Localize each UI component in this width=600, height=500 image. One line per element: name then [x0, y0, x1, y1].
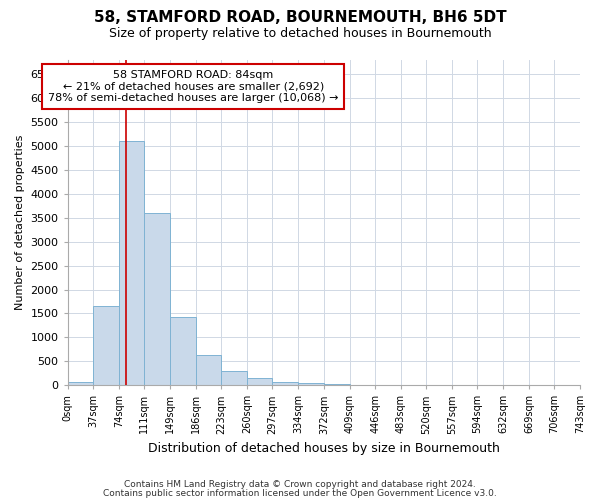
- X-axis label: Distribution of detached houses by size in Bournemouth: Distribution of detached houses by size …: [148, 442, 500, 455]
- Bar: [144, 213, 170, 385]
- Text: Size of property relative to detached houses in Bournemouth: Size of property relative to detached ho…: [109, 28, 491, 40]
- Bar: [93, 306, 119, 385]
- Bar: [247, 378, 272, 385]
- Bar: [298, 382, 324, 385]
- Bar: [68, 382, 93, 385]
- Bar: [196, 356, 221, 385]
- Y-axis label: Number of detached properties: Number of detached properties: [15, 135, 25, 310]
- Text: 58, STAMFORD ROAD, BOURNEMOUTH, BH6 5DT: 58, STAMFORD ROAD, BOURNEMOUTH, BH6 5DT: [94, 10, 506, 25]
- Bar: [324, 384, 350, 385]
- Bar: [119, 142, 144, 385]
- Bar: [221, 371, 247, 385]
- Text: Contains public sector information licensed under the Open Government Licence v3: Contains public sector information licen…: [103, 488, 497, 498]
- Bar: [272, 382, 298, 385]
- Bar: [170, 317, 196, 385]
- Text: 58 STAMFORD ROAD: 84sqm
← 21% of detached houses are smaller (2,692)
78% of semi: 58 STAMFORD ROAD: 84sqm ← 21% of detache…: [48, 70, 338, 103]
- Text: Contains HM Land Registry data © Crown copyright and database right 2024.: Contains HM Land Registry data © Crown c…: [124, 480, 476, 489]
